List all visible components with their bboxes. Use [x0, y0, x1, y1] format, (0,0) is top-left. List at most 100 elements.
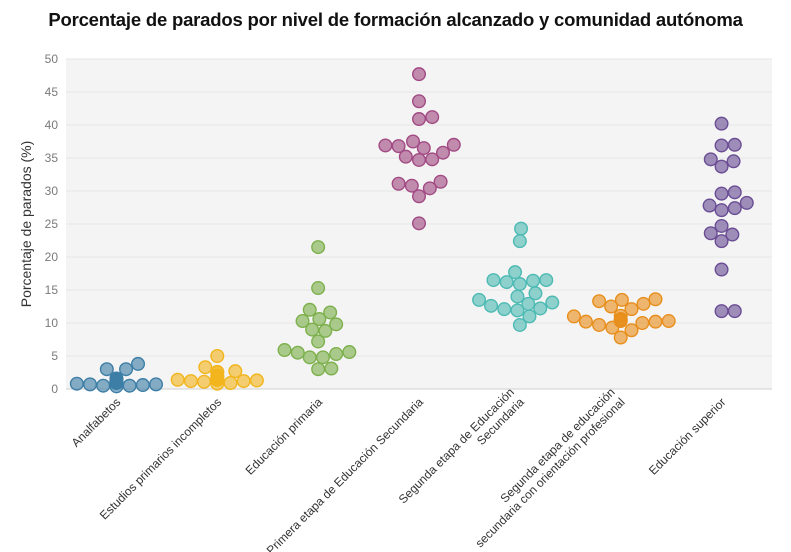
- data-point[interactable]: Educación primaria: 3: [311, 362, 326, 377]
- data-point[interactable]: Educación primaria: 5.6: [342, 345, 357, 360]
- data-point[interactable]: Educación superior: 29.8: [727, 185, 742, 200]
- data-point[interactable]: Educación superior: 29.6: [714, 186, 729, 201]
- data-point[interactable]: Segunda etapa de educación secundaria co…: [648, 292, 663, 307]
- data-point[interactable]: Primera etapa de Educación Secundaria: 3…: [391, 139, 406, 154]
- data-point[interactable]: Educación superior: 23.4: [725, 227, 740, 242]
- data-point[interactable]: Segunda etapa de educación secundaria co…: [578, 314, 593, 329]
- data-point[interactable]: Educación primaria: 7.2: [311, 334, 326, 349]
- data-point[interactable]: Segunda etapa de Educación Secundaria: 1…: [499, 275, 514, 290]
- data-point[interactable]: Primera etapa de Educación Secundaria: 2…: [412, 189, 427, 204]
- data-point[interactable]: Estudios primarios incompletos: 1.4: [170, 372, 185, 387]
- data-point[interactable]: Educación superior: 36.9: [714, 138, 729, 153]
- data-point[interactable]: Segunda etapa de educación secundaria co…: [624, 323, 639, 338]
- data-point[interactable]: Educación superior: 11.8: [727, 304, 742, 319]
- data-point[interactable]: Primera etapa de Educación Secundaria: 3…: [398, 149, 413, 164]
- data-point[interactable]: Primera etapa de Educación Secundaria: 3…: [404, 178, 419, 193]
- data-point[interactable]: Educación superior: 22.4: [714, 234, 729, 249]
- data-point[interactable]: Primera etapa de Educación Secundaria: 3…: [425, 152, 440, 167]
- data-point[interactable]: Educación primaria: 8.8: [318, 323, 333, 338]
- data-point[interactable]: Estudios primarios incompletos: 1.1: [197, 374, 212, 389]
- data-point[interactable]: Educación superior: 34.8: [703, 152, 718, 167]
- data-point[interactable]: Segunda etapa de educación secundaria co…: [592, 294, 607, 309]
- data-point[interactable]: Educación primaria: 4.8: [315, 350, 330, 365]
- data-point[interactable]: Educación primaria: 9.8: [329, 317, 344, 332]
- data-point[interactable]: Educación superior: 18.1: [714, 262, 729, 277]
- data-point[interactable]: Segunda etapa de Educación Secundaria: 1…: [545, 295, 560, 310]
- data-point[interactable]: Primera etapa de Educación Secundaria: 4…: [425, 110, 440, 125]
- data-point[interactable]: Educación superior: 27.8: [702, 198, 717, 213]
- data-point[interactable]: Segunda etapa de educación secundaria co…: [566, 309, 581, 324]
- data-point[interactable]: Segunda etapa de educación secundaria co…: [636, 296, 651, 311]
- data-point[interactable]: Analfabetos: 3: [99, 362, 114, 377]
- data-point[interactable]: Analfabetos: 0.7: [149, 377, 164, 392]
- data-point[interactable]: Analfabetos: 0.6: [135, 378, 150, 393]
- data-point[interactable]: Estudios primarios incompletos: 5: [210, 349, 225, 364]
- data-point[interactable]: Analfabetos: 0.5: [96, 378, 111, 393]
- data-point[interactable]: Segunda etapa de Educación Secundaria: 1…: [512, 277, 527, 292]
- data-point[interactable]: Segunda etapa de Educación Secundaria: 1…: [484, 298, 499, 313]
- data-point[interactable]: Educación primaria: 4.8: [302, 350, 317, 365]
- data-point[interactable]: Educación primaria: 9: [305, 322, 320, 337]
- data-point[interactable]: Segunda etapa de educación secundaria co…: [635, 316, 650, 331]
- data-point[interactable]: Primera etapa de Educación Secundaria: 3…: [446, 137, 461, 152]
- data-point[interactable]: Segunda etapa de Educación Secundaria: 1…: [510, 303, 525, 318]
- data-point[interactable]: Segunda etapa de educación secundaria co…: [648, 314, 663, 329]
- data-point[interactable]: Segunda etapa de Educación Secundaria: 2…: [514, 221, 529, 236]
- data-point[interactable]: Segunda etapa de Educación Secundaria: 1…: [510, 289, 525, 304]
- data-point[interactable]: Primera etapa de Educación Secundaria: 3…: [391, 176, 406, 191]
- data-point[interactable]: Analfabetos: 0.7: [83, 377, 98, 392]
- data-point[interactable]: Educación primaria: 11.6: [323, 305, 338, 320]
- data-point[interactable]: Segunda etapa de Educación Secundaria: 1…: [508, 265, 523, 280]
- data-point[interactable]: Segunda etapa de Educación Secundaria: 2…: [512, 234, 527, 249]
- data-point[interactable]: Segunda etapa de educación secundaria co…: [624, 302, 639, 317]
- data-point[interactable]: Educación superior: 27.4: [727, 201, 742, 216]
- data-point[interactable]: Segunda etapa de Educación Secundaria: 1…: [521, 296, 536, 311]
- data-point[interactable]: Primera etapa de Educación Secundaria: 4…: [412, 94, 427, 109]
- data-point[interactable]: Segunda etapa de Educación Secundaria: 1…: [533, 301, 548, 316]
- data-point[interactable]: Segunda etapa de educación secundaria co…: [613, 330, 628, 345]
- data-point[interactable]: Educación primaria: 12: [302, 302, 317, 317]
- data-point[interactable]: Segunda etapa de Educación Secundaria: 1…: [526, 273, 541, 288]
- data-point[interactable]: Segunda etapa de educación secundaria co…: [614, 292, 629, 307]
- data-point[interactable]: Educación primaria: 5.9: [277, 343, 292, 358]
- data-point[interactable]: Analfabetos: 3: [119, 362, 134, 377]
- data-point[interactable]: Segunda etapa de educación secundaria co…: [604, 299, 619, 314]
- data-point[interactable]: Segunda etapa de Educación Secundaria: 9…: [512, 317, 527, 332]
- data-point[interactable]: Educación primaria: 5.5: [290, 345, 305, 360]
- data-point[interactable]: Educación superior: 37: [727, 137, 742, 152]
- data-point[interactable]: Primera etapa de Educación Secundaria: 3…: [433, 174, 448, 189]
- data-point[interactable]: Primera etapa de Educación Secundaria: 3…: [436, 145, 451, 160]
- data-point[interactable]: Primera etapa de Educación Secundaria: 3…: [416, 141, 431, 156]
- data-point[interactable]: Educación superior: 23.6: [703, 226, 718, 241]
- data-point[interactable]: Educación superior: 40.2: [714, 116, 729, 131]
- data-point[interactable]: Segunda etapa de Educación Secundaria: 1…: [522, 309, 537, 324]
- data-point[interactable]: Segunda etapa de educación secundaria co…: [661, 314, 676, 329]
- data-point[interactable]: Segunda etapa de Educación Secundaria: 1…: [497, 302, 512, 317]
- data-point[interactable]: Estudios primarios incompletos: 1.2: [183, 374, 198, 389]
- data-point[interactable]: Segunda etapa de Educación Secundaria: 1…: [539, 273, 554, 288]
- data-point[interactable]: Estudios primarios incompletos: 2.7: [228, 364, 243, 379]
- data-point[interactable]: Primera etapa de Educación Secundaria: 4…: [412, 112, 427, 127]
- data-point[interactable]: Segunda etapa de Educación Secundaria: 1…: [486, 273, 501, 288]
- data-point[interactable]: Analfabetos: 0.5: [122, 378, 137, 393]
- data-point[interactable]: Analfabetos: 1.6: [109, 371, 124, 386]
- data-point[interactable]: Segunda etapa de Educación Secundaria: 1…: [528, 286, 543, 301]
- data-point[interactable]: Educación primaria: 3.1: [324, 361, 339, 376]
- data-point[interactable]: Estudios primarios incompletos: 0.9: [223, 376, 238, 391]
- data-point[interactable]: Educación superior: 34.5: [726, 154, 741, 169]
- data-point[interactable]: Segunda etapa de educación secundaria co…: [592, 317, 607, 332]
- data-point[interactable]: Educación superior: 11.8: [714, 304, 729, 319]
- data-point[interactable]: Segunda etapa de educación secundaria co…: [613, 308, 628, 323]
- data-point[interactable]: Educación primaria: 10.6: [312, 312, 327, 327]
- data-point[interactable]: Educación superior: 27.1: [714, 203, 729, 218]
- data-point[interactable]: Analfabetos: 3.8: [131, 356, 146, 371]
- data-point[interactable]: Estudios primarios incompletos: 3.3: [198, 360, 213, 375]
- data-point[interactable]: Educación superior: 24.7: [714, 218, 729, 233]
- data-point[interactable]: Primera etapa de Educación Secundaria: 3…: [422, 181, 437, 196]
- data-point[interactable]: Primera etapa de Educación Secundaria: 3…: [406, 134, 421, 149]
- data-point[interactable]: Analfabetos: 0.8: [69, 376, 84, 391]
- data-point[interactable]: Educación superior: 33.7: [714, 159, 729, 174]
- data-point[interactable]: Estudios primarios incompletos: 2.6: [210, 364, 225, 379]
- data-point[interactable]: Primera etapa de Educación Secundaria: 3…: [378, 138, 393, 153]
- data-point[interactable]: Educación primaria: 5.3: [329, 347, 344, 362]
